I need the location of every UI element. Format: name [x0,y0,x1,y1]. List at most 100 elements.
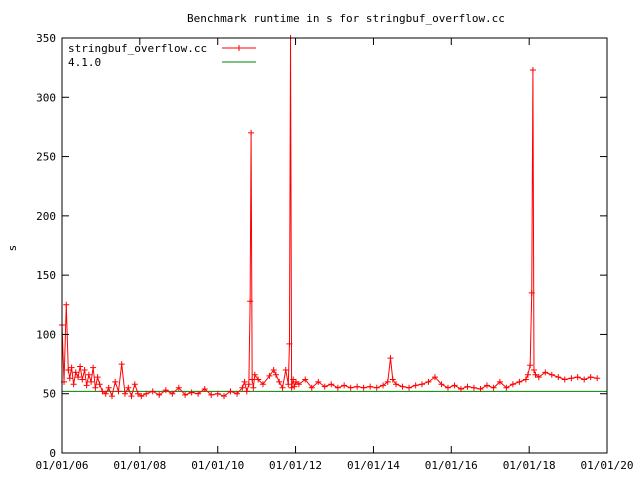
data-point [341,382,348,389]
data-point [121,390,128,397]
legend: stringbuf_overflow.cc 4.1.0 [68,42,256,69]
data-point [457,385,464,392]
plot-frame [61,37,608,454]
data-point [291,383,298,390]
data-point [201,385,208,392]
data-point [321,383,328,390]
data-point [574,374,581,381]
data-point [561,376,568,383]
legend-marker-stringbuf [236,45,242,51]
x-tick-label: 01/01/18 [503,459,556,472]
x-tick-label: 01/01/12 [269,459,322,472]
data-point [188,389,195,396]
data-point [451,382,458,389]
data-point [490,384,497,391]
data-point [241,378,248,385]
data-point [384,378,391,385]
data-point [308,384,315,391]
data-point [131,381,138,388]
data-point [63,301,70,308]
axis-ticks: 0 50 100 150 200 250 300 350 01/01/06 01/01/08 01/… [36,32,634,472]
y-tick-label: 0 [49,447,56,460]
data-point [425,378,432,385]
x-tick-label: 01/01/14 [347,459,400,472]
data-point [88,378,95,385]
data-point [169,390,176,397]
legend-label-4-1-0: 4.1.0 [68,56,101,69]
y-tick-label: 150 [36,269,56,282]
data-point [334,384,341,391]
data-point [79,376,86,383]
data-point [221,393,228,400]
data-point [393,381,400,388]
data-point [75,374,82,381]
data-point [134,390,141,397]
data-point [118,361,125,368]
data-point [373,384,380,391]
data-point [138,393,145,400]
data-point [354,383,361,390]
data-point [243,388,250,395]
x-tick-label: 01/01/08 [113,459,166,472]
data-point [66,375,73,382]
data-point [72,369,79,376]
data-point [90,364,97,371]
data-point [399,383,406,390]
data-point [248,129,255,136]
data-point [527,362,534,369]
data-point [286,340,293,347]
data-point [195,390,202,397]
data-point [96,381,103,388]
data-point [175,384,182,391]
data-point [65,367,72,373]
data-point [249,376,256,383]
data-point [251,371,258,378]
data-point [239,384,246,391]
data-point [81,367,88,373]
data-point [250,384,257,391]
data-point [412,382,419,389]
data-point [125,384,132,391]
data-point [389,376,396,383]
data-point [568,375,575,382]
y-tick-label: 300 [36,91,56,104]
data-point [182,391,189,398]
data-point [115,388,122,395]
data-point [259,381,266,388]
data-point [328,381,335,388]
data-point [156,391,163,398]
data-point [245,381,252,388]
data-point [255,376,262,383]
data-point [387,355,394,362]
data-point [594,375,601,382]
y-tick-label: 350 [36,32,56,45]
data-point [272,371,279,378]
data-point [532,371,539,378]
data-point [105,384,112,391]
data-point [149,388,156,395]
data-point [535,374,542,381]
data-point [555,374,562,381]
data-point [214,390,221,397]
data-point [302,376,309,383]
data-point [542,369,549,376]
data-point [530,367,537,373]
data-point [483,382,490,389]
data-point [266,372,273,379]
data-point [529,67,536,74]
data-point [548,371,555,378]
data-point [288,384,295,391]
data-point [276,378,283,385]
data-point [438,381,445,388]
data-point [367,383,374,390]
data-point [380,382,387,389]
data-point [227,388,234,395]
data-point [102,390,109,397]
x-tick-label: 01/01/06 [36,459,89,472]
data-point [162,387,169,394]
legend-label-stringbuf: stringbuf_overflow.cc [68,42,207,55]
data-point [282,367,289,373]
data-point [496,378,503,385]
data-point [347,384,354,391]
